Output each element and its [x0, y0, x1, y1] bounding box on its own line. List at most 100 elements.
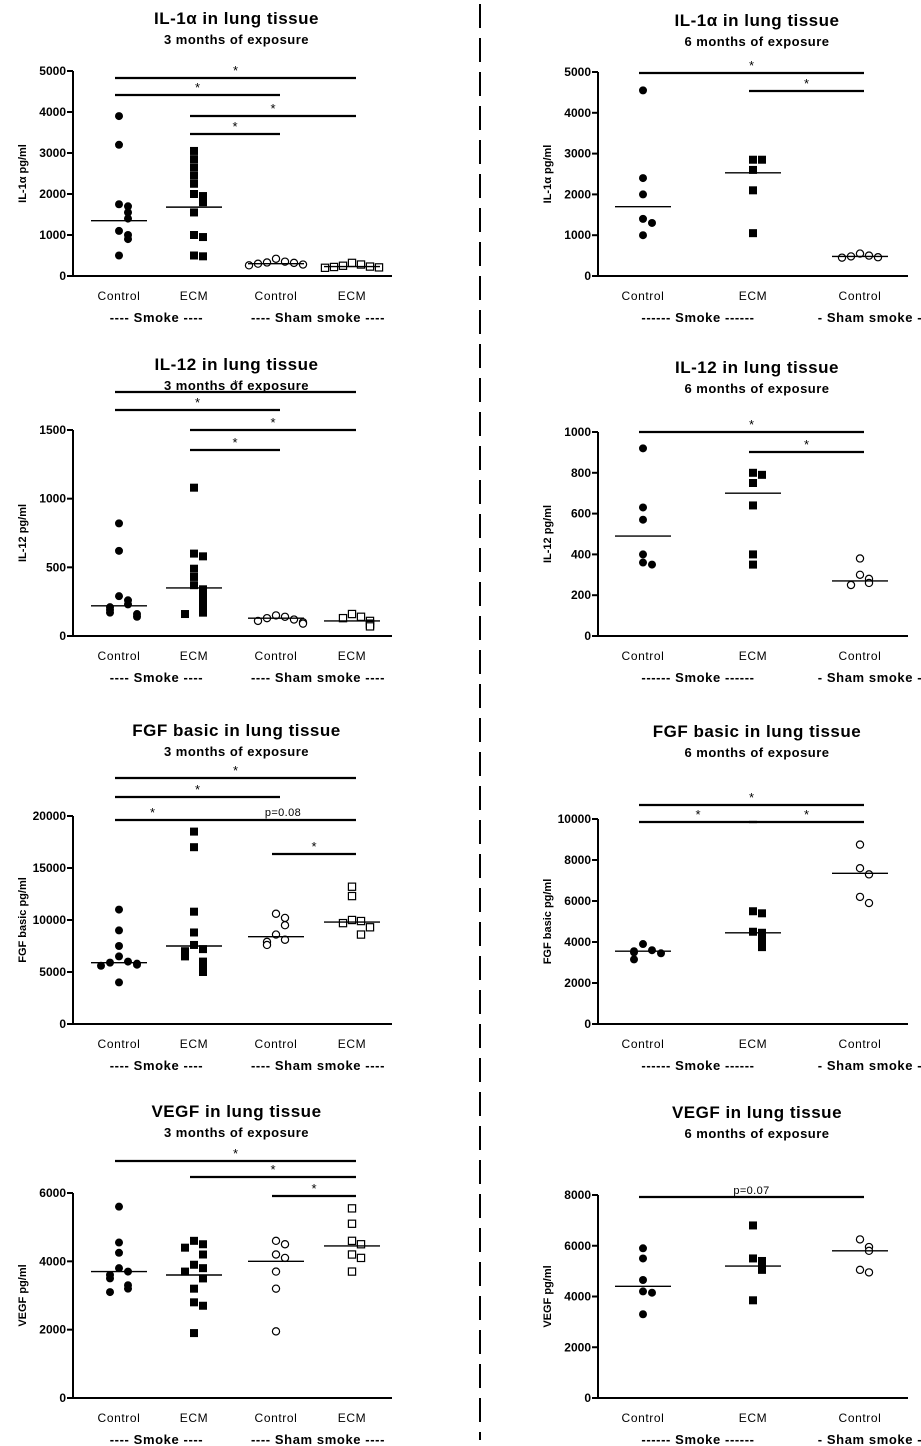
- y-axis-label: FGF basic pg/ml: [17, 877, 29, 963]
- data-point: [648, 946, 656, 955]
- y-tick-label: 0: [59, 1391, 66, 1405]
- data-point: [347, 1219, 357, 1228]
- data-point: [133, 960, 141, 969]
- data-point: [347, 891, 357, 901]
- y-axis-label: IL-1α pg/ml: [17, 144, 29, 203]
- significance-star: *: [804, 437, 809, 452]
- x-tick-label: Control: [255, 289, 298, 303]
- data-point: [115, 1238, 123, 1247]
- data-point: [347, 915, 357, 925]
- x-tick-label: Control: [839, 289, 882, 303]
- data-point: [271, 909, 281, 918]
- data-point: [190, 1284, 198, 1293]
- data-point: [271, 1327, 281, 1336]
- x-tick-label: Control: [98, 289, 141, 303]
- data-point: [115, 112, 123, 121]
- y-axis-label: IL-12 pg/ml: [542, 505, 554, 563]
- x-tick-label: Control: [839, 649, 882, 663]
- data-point: [347, 1267, 357, 1276]
- y-tick-label: 200: [571, 588, 591, 602]
- data-point: [639, 940, 647, 949]
- chart-title: IL-12 in lung tissue: [155, 355, 319, 374]
- data-point: [758, 909, 766, 918]
- y-tick-label: 0: [584, 1017, 591, 1031]
- x-tick-label: Control: [255, 649, 298, 663]
- data-point: [639, 515, 647, 524]
- group-label: ---- Smoke ----: [110, 1432, 204, 1446]
- data-point: [133, 612, 141, 621]
- group-label: ---- Sham smoke ----: [251, 670, 385, 685]
- data-point: [190, 208, 198, 217]
- data-point: [749, 1254, 757, 1263]
- data-point: [115, 140, 123, 149]
- data-point: [356, 916, 366, 926]
- data-point: [190, 928, 198, 937]
- data-point: [115, 952, 123, 961]
- y-tick-label: 5000: [39, 965, 66, 979]
- y-tick-label: 4000: [564, 106, 591, 120]
- y-tick-label: 0: [59, 1017, 66, 1031]
- x-tick-label: ECM: [739, 649, 767, 663]
- data-point: [190, 1260, 198, 1269]
- data-point: [749, 229, 757, 238]
- x-tick-label: ECM: [338, 649, 366, 663]
- significance-star: *: [270, 415, 275, 430]
- data-point: [106, 1288, 114, 1297]
- group-label: - Sham smoke -: [818, 1432, 921, 1446]
- significance-pvalue: p=0.07: [733, 1185, 769, 1197]
- data-point: [97, 961, 105, 970]
- data-point: [280, 913, 290, 923]
- y-tick-label: 400: [571, 547, 591, 561]
- y-tick-label: 6000: [564, 894, 591, 908]
- x-tick-label: Control: [622, 289, 665, 303]
- significance-star: *: [233, 1146, 238, 1161]
- data-point: [289, 615, 299, 624]
- data-point: [639, 214, 647, 223]
- x-tick-label: ECM: [739, 1037, 767, 1051]
- y-tick-label: 0: [59, 269, 66, 283]
- data-point: [648, 1288, 656, 1297]
- data-point: [639, 444, 647, 453]
- y-axis-label: VEGF pg/ml: [542, 1265, 554, 1327]
- data-point: [244, 261, 254, 270]
- group-label: ---- Sham smoke ----: [251, 1432, 385, 1446]
- significance-star: *: [195, 782, 200, 797]
- data-point: [190, 549, 198, 558]
- data-point: [365, 622, 375, 631]
- data-point: [190, 581, 198, 590]
- data-point: [115, 519, 123, 528]
- x-tick-label: Control: [255, 1411, 298, 1425]
- group-label: ---- Smoke ----: [110, 1058, 204, 1073]
- data-point: [749, 165, 757, 174]
- significance-pvalue: p=0.08: [265, 807, 301, 819]
- data-point: [190, 572, 198, 581]
- chart-title: FGF basic in lung tissue: [132, 721, 340, 740]
- x-tick-label: Control: [98, 1037, 141, 1051]
- significance-star: *: [232, 119, 237, 134]
- data-point: [181, 610, 189, 619]
- data-point: [864, 898, 874, 908]
- x-tick-label: ECM: [180, 1411, 208, 1425]
- data-point: [298, 619, 308, 628]
- data-point: [190, 1329, 198, 1338]
- chart-panel: VEGF in lung tissue 6 months of exposure 0…: [542, 1103, 921, 1446]
- chart-subtitle: 6 months of exposure: [684, 34, 829, 49]
- data-point: [199, 1240, 207, 1249]
- data-point: [837, 253, 847, 262]
- chart-subtitle: 6 months of exposure: [684, 381, 829, 396]
- y-tick-label: 10000: [33, 913, 67, 927]
- data-point: [181, 947, 189, 956]
- data-point: [115, 200, 123, 209]
- data-point: [639, 174, 647, 183]
- data-point: [199, 233, 207, 242]
- data-point: [749, 501, 757, 510]
- chart-subtitle: 3 months of exposure: [164, 744, 309, 759]
- data-point: [124, 600, 132, 609]
- significance-star: *: [270, 1162, 275, 1177]
- significance-star: *: [233, 763, 238, 778]
- data-point: [115, 1264, 123, 1273]
- data-point: [749, 468, 757, 477]
- data-point: [190, 1236, 198, 1245]
- data-point: [639, 1310, 647, 1319]
- data-point: [758, 935, 766, 944]
